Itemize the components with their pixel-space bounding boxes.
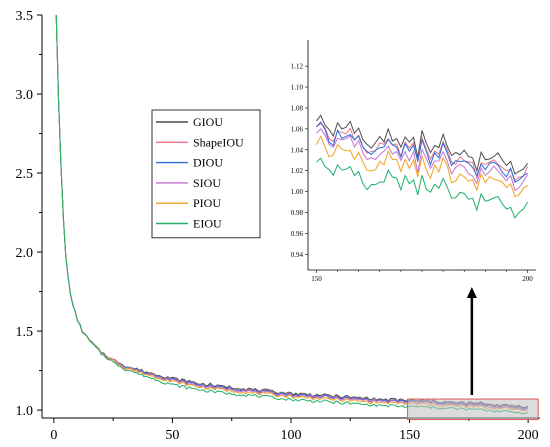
- inset-y-tick-label: 0.94: [291, 251, 304, 259]
- y-tick-label: 2.0: [16, 246, 34, 261]
- y-tick-label: 3.0: [16, 88, 34, 103]
- legend: GIOU ShapeIOU DIOU SIOU PIOU EIOU: [151, 109, 261, 239]
- zoom-arrow: [466, 287, 477, 396]
- inset-y-tick-label: 1.06: [291, 125, 304, 133]
- y-tick-label: 1.0: [16, 404, 34, 419]
- inset-y-tick-label: 1.04: [291, 146, 304, 154]
- y-tick-label: 1.5: [16, 325, 34, 340]
- inset-y-tick-label: 0.98: [291, 209, 304, 217]
- inset-y-tick-label: 1.00: [291, 188, 304, 196]
- legend-label: SIOU: [193, 176, 221, 190]
- main-axes: 0 50 100 150 200 1.0 1.5 2.0 2.5 3.0 3.5: [16, 9, 540, 443]
- y-tick-label: 3.5: [16, 9, 34, 24]
- inset-y-tick-label: 0.96: [291, 230, 304, 238]
- inset-series-line-siou: [316, 128, 528, 192]
- x-tick-label: 150: [399, 428, 420, 443]
- x-tick-label: 200: [518, 428, 539, 443]
- x-tick-label: 0: [50, 428, 57, 443]
- legend-label: PIOU: [193, 196, 221, 210]
- legend-label: DIOU: [193, 156, 223, 170]
- inset-series-line-diou: [316, 121, 528, 183]
- inset-chart: 0.94 0.96 0.98 1.00 1.02 1.04 1.06 1.08 1.10 1.12…: [291, 40, 536, 283]
- arrow-head: [466, 287, 477, 298]
- zoom-region-box: [407, 398, 539, 421]
- legend-label: GIOU: [193, 115, 223, 129]
- inset-x-tick-label: 200: [522, 275, 533, 283]
- x-tick-label: 100: [281, 428, 302, 443]
- y-tick-label: 2.5: [16, 167, 34, 182]
- x-tick-label: 50: [165, 428, 179, 443]
- inset-y-tick-label: 1.12: [291, 63, 304, 71]
- legend-box: [151, 109, 261, 239]
- legend-label: EIOU: [193, 217, 222, 231]
- legend-label: ShapeIOU: [193, 135, 244, 149]
- inset-series-line-giou: [316, 114, 528, 175]
- inset-series-line-shapeiou: [316, 122, 529, 181]
- inset-series-line-eiou: [316, 157, 528, 219]
- inset-y-tick-label: 1.10: [291, 84, 304, 92]
- inset-x-tick-label: 150: [311, 275, 322, 283]
- inset-y-tick-label: 1.02: [291, 167, 304, 175]
- inset-series-line-piou: [315, 135, 528, 198]
- inset-y-tick-label: 1.08: [291, 104, 304, 112]
